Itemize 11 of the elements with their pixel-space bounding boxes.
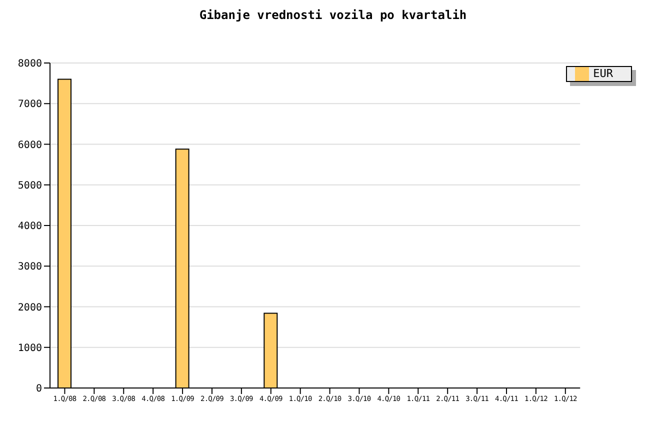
y-tick-label: 2000 bbox=[18, 302, 42, 314]
y-tick-label: 1000 bbox=[18, 342, 42, 354]
legend-label: EUR bbox=[593, 67, 613, 80]
y-tick-label: 8000 bbox=[18, 58, 42, 70]
y-tick-label: 7000 bbox=[18, 99, 42, 110]
y-tick-label: 0 bbox=[36, 384, 42, 395]
y-tick-label: 5000 bbox=[18, 180, 42, 192]
chart-title: Gibanje vrednosti vozila po kvartalih bbox=[198, 8, 468, 24]
y-tick-label: 4000 bbox=[18, 221, 42, 232]
y-tick-label: 6000 bbox=[18, 140, 42, 151]
y-tick-label: 3000 bbox=[18, 262, 42, 273]
